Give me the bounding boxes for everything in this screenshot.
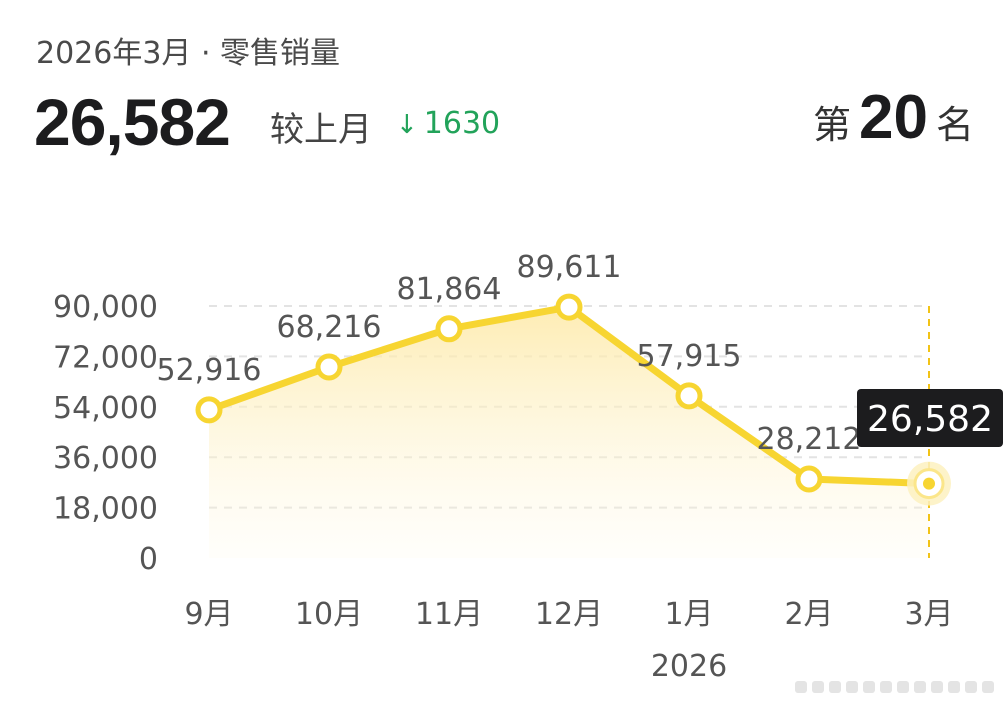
- x-tick-label: 3月: [904, 597, 953, 632]
- x-year-label: 2026: [651, 649, 727, 684]
- rank-prefix: 第: [813, 103, 852, 147]
- watermark: [795, 681, 994, 693]
- current-sales-value: 26,582: [34, 85, 231, 159]
- y-tick-label: 0: [139, 542, 158, 577]
- data-point: [195, 396, 223, 424]
- area-fill: [209, 307, 929, 558]
- tooltip: 26,582: [857, 389, 1003, 447]
- x-tick-label: 10月: [295, 597, 363, 632]
- tooltip-value: 26,582: [867, 399, 993, 440]
- rank-badge: 第 20 名: [813, 82, 974, 153]
- y-tick-label: 54,000: [53, 391, 158, 426]
- tooltip-box: [857, 389, 1003, 447]
- arrow-down-icon: ↓: [396, 110, 418, 140]
- month-delta: ↓ 1630: [396, 106, 500, 141]
- data-label: 57,915: [637, 339, 742, 374]
- x-tick-label: 9月: [184, 597, 233, 632]
- data-points: [195, 293, 951, 506]
- y-tick-label: 72,000: [53, 340, 158, 375]
- highlight-point-dot: [923, 477, 935, 490]
- data-point: [435, 315, 463, 343]
- data-label: 28,212: [757, 422, 862, 457]
- delta-value: 1630: [423, 106, 501, 141]
- area-path: [209, 307, 929, 558]
- y-tick-label: 90,000: [53, 290, 158, 325]
- data-point: [555, 293, 583, 321]
- y-tick-label: 18,000: [53, 492, 158, 527]
- rank-suffix: 名: [935, 103, 974, 147]
- y-axis-ticks: 0 18,000 36,000 54,000 72,000 90,000: [53, 290, 158, 577]
- data-point: [315, 353, 343, 381]
- data-label: 68,216: [277, 310, 382, 345]
- data-label: 81,864: [397, 272, 502, 307]
- x-axis-ticks: 9月 10月 11月 12月 1月 2月 3月 2026: [184, 597, 953, 684]
- x-tick-label: 12月: [535, 597, 603, 632]
- chart-subtitle: 2026年3月 · 零售销量: [36, 36, 341, 71]
- x-tick-label: 2月: [784, 597, 833, 632]
- data-label: 52,916: [157, 353, 262, 388]
- data-labels: 52,916 68,216 81,864 89,611 57,915 28,212: [157, 250, 862, 457]
- compare-label: 较上月: [270, 110, 372, 150]
- rank-number: 20: [859, 83, 928, 152]
- data-point: [795, 465, 823, 493]
- data-label: 89,611: [517, 250, 622, 285]
- data-point: [675, 382, 703, 410]
- x-tick-label: 11月: [415, 597, 483, 632]
- x-tick-label: 1月: [664, 597, 713, 632]
- y-tick-label: 36,000: [53, 441, 158, 476]
